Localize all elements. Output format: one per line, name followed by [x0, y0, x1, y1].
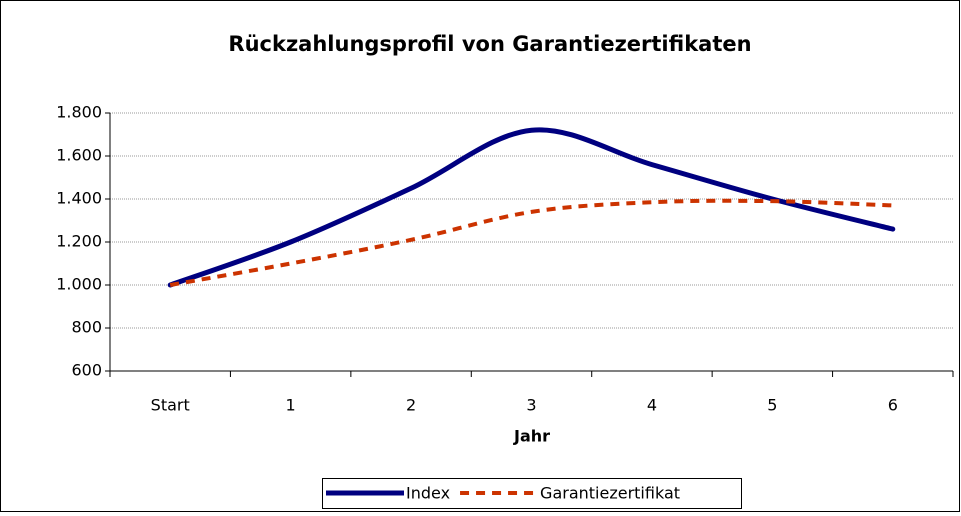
x-tick-label: 1	[286, 396, 296, 415]
y-tick-label: 1.600	[56, 146, 102, 165]
x-tick-label: 4	[647, 396, 657, 415]
x-tick-label: 6	[888, 396, 898, 415]
x-tick-label: 2	[406, 396, 416, 415]
y-tick-label: 1.800	[56, 103, 102, 122]
y-tick-label: 600	[71, 361, 102, 380]
y-tick-label: 1.400	[56, 189, 102, 208]
legend-label: Index	[406, 484, 450, 503]
y-tick-label: 800	[71, 318, 102, 337]
y-tick-label: 1.200	[56, 232, 102, 251]
series-line	[167, 127, 896, 288]
series-line	[169, 198, 893, 287]
x-tick-label: Start	[151, 396, 190, 415]
x-tick-label: 3	[526, 396, 536, 415]
legend-label: Garantiezertifikat	[540, 484, 680, 503]
chart-title: Rückzahlungsprofil von Garantiezertifika…	[228, 32, 751, 56]
x-axis-label: Jahr	[513, 427, 550, 446]
x-tick-label: 5	[767, 396, 777, 415]
y-tick-label: 1.000	[56, 275, 102, 294]
